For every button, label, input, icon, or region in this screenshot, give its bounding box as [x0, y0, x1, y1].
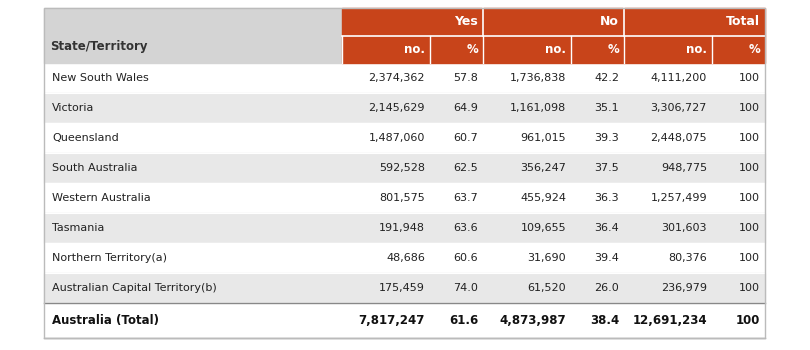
Text: 38.4: 38.4 — [590, 314, 619, 327]
Text: 1,161,098: 1,161,098 — [509, 103, 566, 113]
Text: 63.6: 63.6 — [454, 223, 478, 233]
Text: 60.7: 60.7 — [454, 133, 478, 143]
Text: no.: no. — [545, 43, 566, 56]
Text: 2,448,075: 2,448,075 — [650, 133, 707, 143]
Text: 31,690: 31,690 — [527, 253, 566, 263]
Bar — [342, 8, 483, 35]
Bar — [483, 35, 571, 63]
Text: 455,924: 455,924 — [520, 193, 566, 203]
Text: 37.5: 37.5 — [595, 163, 619, 173]
Text: 35.1: 35.1 — [595, 103, 619, 113]
Text: 801,575: 801,575 — [379, 193, 425, 203]
Text: %: % — [748, 43, 760, 56]
Bar — [44, 153, 765, 183]
Bar — [712, 35, 765, 63]
Text: Australian Capital Territory(b): Australian Capital Territory(b) — [52, 283, 217, 293]
Text: 63.7: 63.7 — [454, 193, 478, 203]
Text: 36.3: 36.3 — [595, 193, 619, 203]
Text: Yes: Yes — [454, 15, 478, 28]
Text: Tasmania: Tasmania — [52, 223, 104, 233]
Text: Australia (Total): Australia (Total) — [52, 314, 159, 327]
Text: 2,145,629: 2,145,629 — [369, 103, 425, 113]
Text: 100: 100 — [739, 283, 760, 293]
Text: 1,257,499: 1,257,499 — [650, 193, 707, 203]
Text: 301,603: 301,603 — [662, 223, 707, 233]
Text: 74.0: 74.0 — [453, 283, 478, 293]
Text: %: % — [608, 43, 619, 56]
Text: Northern Territory(a): Northern Territory(a) — [52, 253, 167, 263]
Bar — [44, 273, 765, 303]
Bar — [44, 303, 765, 338]
Bar — [342, 35, 430, 63]
Text: 48,686: 48,686 — [386, 253, 425, 263]
Text: 109,655: 109,655 — [520, 223, 566, 233]
Text: no.: no. — [404, 43, 425, 56]
Text: 36.4: 36.4 — [595, 223, 619, 233]
Text: 356,247: 356,247 — [520, 163, 566, 173]
Text: South Australia: South Australia — [52, 163, 138, 173]
Text: 100: 100 — [735, 314, 760, 327]
Text: 7,817,247: 7,817,247 — [359, 314, 425, 327]
Text: Queensland: Queensland — [52, 133, 119, 143]
Text: 1,487,060: 1,487,060 — [369, 133, 425, 143]
Text: 39.4: 39.4 — [594, 253, 619, 263]
Text: 191,948: 191,948 — [379, 223, 425, 233]
Text: 100: 100 — [739, 133, 760, 143]
Bar — [44, 123, 765, 153]
Bar — [624, 8, 765, 35]
Text: 62.5: 62.5 — [454, 163, 478, 173]
Text: Total: Total — [726, 15, 760, 28]
Text: 100: 100 — [739, 223, 760, 233]
Text: 175,459: 175,459 — [379, 283, 425, 293]
Text: 64.9: 64.9 — [453, 103, 478, 113]
Text: 60.6: 60.6 — [454, 253, 478, 263]
Bar — [44, 93, 765, 123]
Text: 12,691,234: 12,691,234 — [633, 314, 707, 327]
Text: 80,376: 80,376 — [668, 253, 707, 263]
Bar — [44, 63, 765, 93]
Text: 4,873,987: 4,873,987 — [500, 314, 566, 327]
Bar — [44, 243, 765, 273]
Text: No: No — [600, 15, 619, 28]
Text: 57.8: 57.8 — [453, 73, 478, 83]
Text: 2,374,362: 2,374,362 — [369, 73, 425, 83]
Text: 236,979: 236,979 — [661, 283, 707, 293]
Text: %: % — [467, 43, 478, 56]
Text: 1,736,838: 1,736,838 — [509, 73, 566, 83]
Text: 100: 100 — [739, 73, 760, 83]
Text: 61,520: 61,520 — [527, 283, 566, 293]
Text: 592,528: 592,528 — [379, 163, 425, 173]
Text: 42.2: 42.2 — [594, 73, 619, 83]
Text: 100: 100 — [739, 163, 760, 173]
Text: 3,306,727: 3,306,727 — [650, 103, 707, 113]
Text: Western Australia: Western Australia — [52, 193, 151, 203]
Bar — [624, 35, 712, 63]
Text: 26.0: 26.0 — [595, 283, 619, 293]
Bar — [44, 8, 765, 338]
Text: 961,015: 961,015 — [520, 133, 566, 143]
Bar — [44, 8, 342, 63]
Text: 948,775: 948,775 — [661, 163, 707, 173]
Text: Victoria: Victoria — [52, 103, 95, 113]
Bar — [483, 8, 624, 35]
Text: New South Wales: New South Wales — [52, 73, 149, 83]
Text: 100: 100 — [739, 193, 760, 203]
Text: 100: 100 — [739, 253, 760, 263]
Bar — [44, 213, 765, 243]
Bar — [44, 183, 765, 213]
Text: no.: no. — [686, 43, 707, 56]
Bar — [571, 35, 624, 63]
Bar — [430, 35, 483, 63]
Text: 61.6: 61.6 — [449, 314, 478, 327]
Text: 4,111,200: 4,111,200 — [650, 73, 707, 83]
Text: 100: 100 — [739, 103, 760, 113]
Text: State/Territory: State/Territory — [50, 40, 147, 53]
Text: 39.3: 39.3 — [595, 133, 619, 143]
